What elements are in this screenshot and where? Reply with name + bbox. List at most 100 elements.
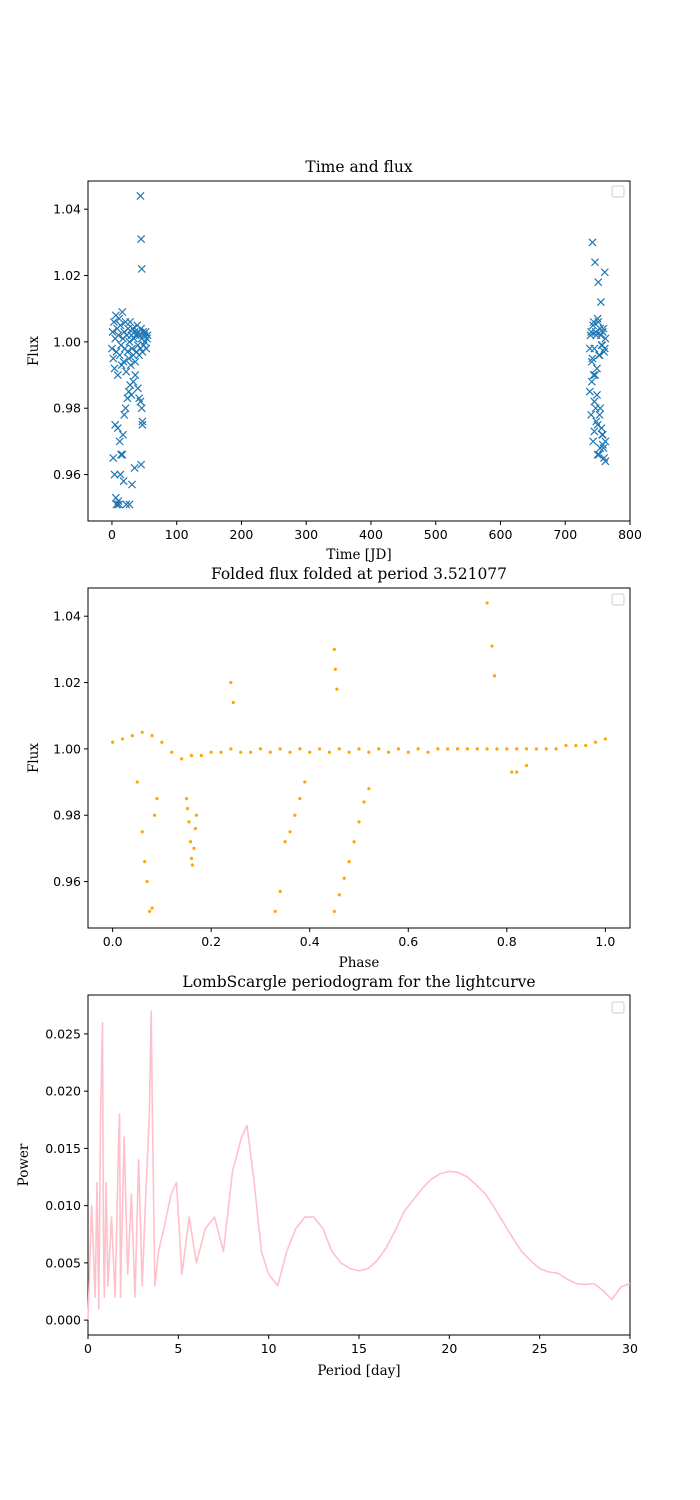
- data-point: [122, 500, 131, 509]
- chart-panel-time-flux: Time and flux 0 100 200 300 400 500 600 700 800 …: [26, 158, 642, 563]
- data-point: [239, 750, 243, 754]
- data-point: [110, 470, 119, 479]
- legend-box: [611, 593, 625, 606]
- data-point: [510, 770, 514, 774]
- data-point: [600, 268, 609, 277]
- data-point: [455, 747, 460, 751]
- y-tick-label: 0.98: [53, 808, 81, 823]
- data-point: [131, 357, 140, 366]
- x-tick-label: 5: [174, 1341, 182, 1356]
- data-point: [119, 477, 128, 486]
- data-point: [588, 238, 597, 247]
- x-tick-label: 700: [553, 527, 577, 542]
- y-tick-label: 1.00: [53, 334, 81, 349]
- chart-panel-periodogram: LombScargle periodogram for the lightcur…: [16, 973, 638, 1379]
- y-tick-label: 0.005: [45, 1255, 81, 1270]
- data-point: [317, 747, 322, 751]
- data-point: [127, 390, 136, 399]
- data-point: [288, 830, 292, 834]
- x-tick-label: 30: [622, 1341, 638, 1356]
- data-point: [125, 500, 134, 509]
- y-tick-label: 0.025: [45, 1026, 81, 1041]
- data-point: [131, 371, 140, 380]
- data-point: [126, 317, 135, 327]
- data-point: [406, 750, 410, 754]
- data-point: [490, 644, 494, 648]
- data-point: [601, 457, 610, 466]
- data-point: [138, 420, 147, 429]
- x-tick-label: 15: [351, 1341, 367, 1356]
- data-point: [128, 480, 137, 489]
- data-point: [209, 750, 213, 754]
- data-point: [170, 750, 174, 754]
- data-point: [118, 430, 127, 439]
- y-tick-label: 0.015: [45, 1141, 81, 1156]
- data-point: [150, 734, 154, 738]
- data-point: [273, 909, 277, 914]
- data-point: [564, 743, 568, 748]
- data-point: [160, 740, 164, 744]
- data-point: [130, 463, 139, 472]
- data-point: [283, 840, 287, 844]
- y-tick-label: 0.96: [53, 467, 81, 482]
- data-point: [584, 743, 588, 748]
- plot-area: [87, 180, 631, 522]
- data-point: [184, 797, 189, 801]
- data-point: [465, 747, 469, 751]
- data-point: [190, 863, 195, 867]
- data-point: [187, 820, 191, 824]
- data-point: [120, 737, 125, 741]
- x-tick-label: 1.0: [595, 934, 615, 949]
- data-point: [116, 321, 125, 330]
- data-point: [115, 500, 124, 509]
- data-point: [335, 687, 339, 691]
- data-point: [111, 740, 115, 744]
- data-point: [137, 235, 146, 244]
- data-point: [119, 357, 128, 366]
- data-point: [128, 344, 137, 353]
- x-tick-label: 0.8: [497, 934, 517, 949]
- chart-panel-folded-flux: Folded flux folded at period 3.521077 0.…: [26, 565, 631, 971]
- data-point: [121, 404, 130, 413]
- data-point: [125, 337, 134, 346]
- data-point: [110, 364, 119, 373]
- data-point: [189, 856, 194, 860]
- data-point: [386, 750, 391, 754]
- series-line: [87, 1010, 631, 1321]
- x-ticks: 0 100 200 300 400 500 600 700 800: [108, 521, 642, 542]
- data-point: [188, 840, 193, 844]
- data-point: [591, 327, 600, 336]
- x-tick-label: 25: [532, 1341, 548, 1356]
- data-point: [194, 813, 198, 817]
- data-point: [596, 404, 605, 413]
- chart-title: LombScargle periodogram for the lightcur…: [182, 973, 535, 991]
- data-point: [589, 437, 598, 446]
- data-point: [133, 384, 142, 393]
- data-point: [347, 750, 351, 754]
- x-tick-label: 200: [230, 527, 254, 542]
- data-point: [249, 750, 253, 754]
- y-axis-label: Flux: [26, 336, 42, 366]
- data-point: [515, 770, 519, 774]
- data-point: [126, 361, 135, 370]
- data-point: [229, 747, 233, 751]
- marks: [107, 191, 610, 509]
- marks: [87, 1010, 631, 1321]
- data-point: [590, 344, 599, 353]
- data-point: [337, 893, 341, 897]
- data-point: [362, 800, 366, 804]
- data-point: [109, 453, 118, 463]
- data-point: [130, 734, 134, 738]
- x-tick-label: 0.0: [103, 934, 123, 949]
- data-point: [554, 747, 558, 751]
- data-point: [596, 298, 605, 307]
- x-axis-label: Period [day]: [317, 1363, 400, 1379]
- data-point: [114, 331, 123, 340]
- data-point: [140, 830, 144, 834]
- x-ticks: 0.0 0.2 0.4 0.6 0.8 1.0: [103, 928, 615, 949]
- data-point: [574, 743, 578, 748]
- data-point: [367, 787, 371, 791]
- data-point: [268, 750, 272, 754]
- plot-area: [87, 587, 631, 929]
- data-point: [593, 740, 598, 744]
